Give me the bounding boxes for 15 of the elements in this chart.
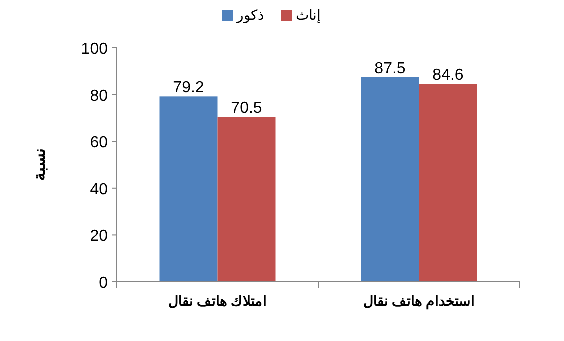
legend-label: إناث (296, 7, 321, 24)
y-tick-label: 20 (90, 228, 108, 246)
data-label: 84.6 (432, 67, 464, 84)
y-tick-label: 0 (99, 275, 108, 292)
y-tick-label: 80 (90, 88, 108, 105)
y-axis-title: نسبة (32, 149, 49, 181)
x-tick-label: امتلاك هاتف نقال (168, 293, 268, 309)
y-tick-label: 40 (90, 181, 108, 198)
y-tick-label: 100 (81, 41, 108, 58)
y-tick-label: 60 (90, 134, 108, 152)
legend-label: ذكور (236, 7, 264, 24)
data-label: 87.5 (374, 60, 406, 78)
data-label: 79.2 (173, 80, 204, 97)
data-label: 70.5 (231, 100, 262, 118)
x-tick-label: استخدام هاتف نقال (363, 293, 476, 310)
